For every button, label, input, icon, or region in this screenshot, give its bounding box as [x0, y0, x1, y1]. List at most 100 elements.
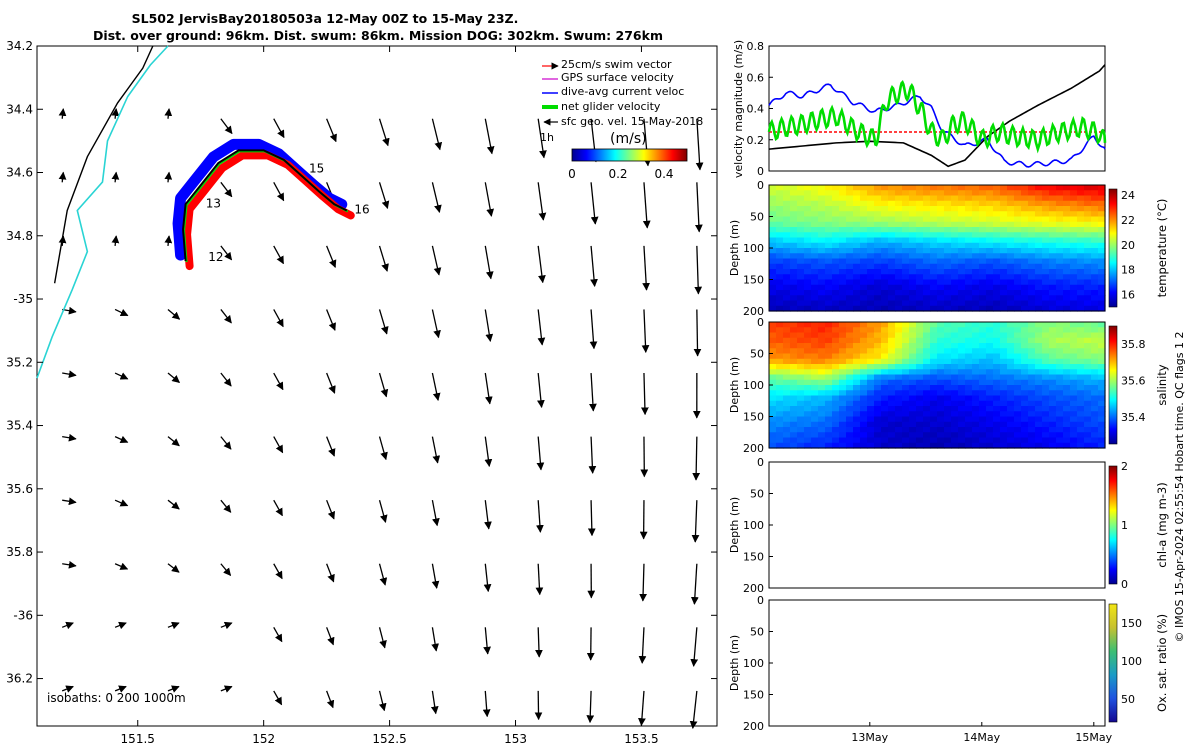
- geo-velocity-arrow: [114, 621, 127, 630]
- salinity-cell: [1056, 353, 1064, 360]
- temperature-cell: [937, 300, 945, 307]
- geo-velocity-arrow: [378, 372, 389, 398]
- temperature-cell: [1028, 253, 1036, 260]
- temperature-cell: [874, 232, 882, 239]
- salinity-cell: [1042, 432, 1050, 439]
- temperature-cell: [1007, 190, 1015, 197]
- geo-velocity-arrow: [378, 690, 387, 712]
- salinity-cell: [1028, 327, 1036, 334]
- geo-velocity-arrow: [273, 627, 283, 643]
- temperature-cell: [1077, 300, 1085, 307]
- geo-velocity-arrow: [164, 171, 173, 183]
- temperature-cell: [790, 269, 798, 275]
- temperature-cell: [1042, 206, 1050, 212]
- temperature-cell: [1091, 206, 1099, 212]
- salinity-cell: [1000, 416, 1008, 423]
- salinity-cell: [1056, 327, 1064, 334]
- salinity-cell: [1084, 427, 1092, 433]
- salinity-cell: [895, 379, 903, 386]
- salinity-cell: [797, 411, 805, 418]
- temperature-cell: [769, 195, 777, 202]
- oxygen-ytick-label: 150: [743, 689, 764, 702]
- geo-velocity-arrow: [273, 690, 283, 706]
- salinity-cell: [1063, 327, 1071, 334]
- temperature-cell: [972, 211, 980, 218]
- temperature-cell: [1077, 195, 1085, 202]
- geo-velocity-arrow: [640, 373, 649, 416]
- temperature-cell: [853, 227, 861, 233]
- salinity-cell: [860, 337, 868, 344]
- salinity-cell: [986, 390, 994, 397]
- salinity-cell: [1056, 406, 1064, 412]
- temperature-cell: [1014, 290, 1022, 296]
- salinity-cell: [979, 406, 987, 412]
- temperature-cell: [1028, 290, 1036, 296]
- salinity-cell: [993, 437, 1001, 444]
- temperature-cell: [825, 211, 833, 218]
- salinity-cell: [804, 327, 812, 334]
- salinity-cell: [916, 432, 924, 439]
- geo-velocity-arrow: [326, 627, 335, 646]
- temperature-cell: [846, 263, 854, 270]
- salinity-cell: [881, 416, 889, 423]
- map-panel: 151.5 152 152.5 153 153.534.234.434.634.8-35…: [6, 39, 718, 746]
- temperature-cell: [811, 284, 819, 291]
- salinity-cell: [874, 406, 882, 412]
- salinity-cell: [972, 358, 980, 365]
- temperature-cell: [881, 263, 889, 270]
- salinity-cell: [1007, 406, 1015, 412]
- salinity-cell: [797, 327, 805, 334]
- salinity-cell: [825, 379, 833, 386]
- temperature-cell: [1028, 190, 1036, 197]
- salinity-cell: [1035, 411, 1043, 418]
- temperature-cell: [1035, 237, 1043, 244]
- geo-velocity-arrow: [378, 627, 387, 649]
- temperature-cell: [895, 279, 903, 286]
- temperature-cell: [776, 279, 784, 286]
- salinity-cell: [825, 364, 833, 370]
- temperature-cell: [1028, 221, 1036, 228]
- salinity-cell: [811, 353, 819, 360]
- temperature-cell: [930, 284, 938, 291]
- salinity-cell: [993, 442, 1001, 449]
- temperature-cell: [818, 206, 826, 212]
- geo-velocity-arrow: [694, 182, 703, 233]
- temperature-cell: [958, 221, 966, 228]
- temperature-cell: [1028, 274, 1036, 281]
- salinity-cell: [867, 358, 875, 365]
- temperature-cell: [1028, 227, 1036, 233]
- salinity-cell: [860, 322, 868, 328]
- temperature-cell: [1084, 263, 1092, 270]
- temperature-cell: [867, 284, 875, 291]
- temperature-cell: [1077, 190, 1085, 197]
- salinity-cell: [979, 437, 987, 444]
- temperature-cell: [944, 185, 952, 191]
- salinity-cell: [916, 416, 924, 423]
- temperature-cell: [937, 227, 945, 233]
- temperature-cell: [993, 279, 1001, 286]
- temperature-cell: [965, 195, 973, 202]
- salinity-cell: [1091, 390, 1099, 397]
- temperature-cell: [769, 300, 777, 307]
- geo-velocity-arrow: [58, 171, 67, 183]
- salinity-cell: [867, 379, 875, 386]
- temperature-cell: [923, 263, 931, 270]
- chla-ytick-label: 0: [757, 456, 764, 469]
- temperature-cell: [937, 258, 945, 265]
- salinity-cell: [860, 416, 868, 423]
- salinity-cell: [1042, 343, 1050, 349]
- salinity-cell: [769, 343, 777, 349]
- temperature-cell: [1063, 195, 1071, 202]
- salinity-cell: [1035, 343, 1043, 349]
- map-colorbar-tick-label: 0: [568, 167, 576, 181]
- temperature-cell: [979, 295, 987, 302]
- temperature-cell: [1056, 279, 1064, 286]
- geo-velocity-arrow: [639, 563, 647, 602]
- salinity-cell: [909, 379, 917, 386]
- salinity-cell: [811, 348, 819, 355]
- salinity-cell: [853, 442, 861, 449]
- salinity-cell: [853, 327, 861, 334]
- temperature-cell: [958, 185, 966, 191]
- temperature-cell: [888, 195, 896, 202]
- temperature-cell: [1014, 185, 1022, 191]
